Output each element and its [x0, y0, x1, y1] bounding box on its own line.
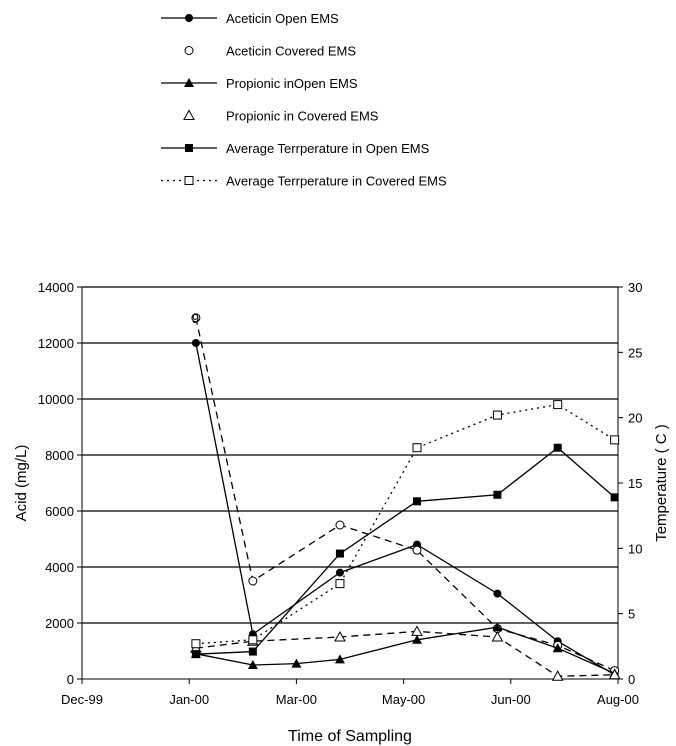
data-point [184, 176, 194, 185]
series-line [195, 317, 615, 672]
y-tick-label: 14000 [38, 280, 74, 295]
y2-tick-label: 30 [628, 280, 642, 295]
data-point [248, 576, 258, 586]
x-axis-label: Time of Sampling [288, 728, 412, 745]
data-point [184, 46, 194, 55]
data-point [191, 639, 201, 649]
y2-tick-label: 25 [628, 345, 642, 360]
legend-label: Aceticin Covered EMS [226, 44, 356, 59]
x-tick-label: Dec-99 [61, 692, 103, 707]
data-point [248, 635, 258, 645]
data-point [335, 568, 344, 577]
legend-label: Average Terrperature in Covered EMS [226, 174, 447, 189]
y-tick-label: 0 [67, 672, 74, 687]
data-point [184, 78, 194, 87]
data-point [335, 520, 345, 530]
legend-label: Propionic inOpen EMS [226, 76, 358, 91]
data-point [334, 630, 346, 642]
data-point [412, 545, 422, 555]
y-tick-label: 6000 [45, 504, 74, 519]
y-axis-label: Acid (mg/L) [13, 445, 30, 522]
gridlines [82, 286, 618, 624]
data-point [334, 654, 345, 664]
legend-label: Average Terrperature in Open EMS [226, 141, 430, 156]
data-point [551, 670, 564, 681]
y2-tick-label: 0 [628, 672, 635, 687]
data-point [335, 579, 345, 589]
legend-label: Aceticin Open EMS [226, 11, 339, 26]
y-tick-label: 12000 [38, 336, 74, 351]
data-point [413, 497, 421, 506]
y-tick-label: 8000 [45, 448, 74, 463]
x-tick-label: Aug-00 [597, 692, 639, 707]
data-point [247, 660, 258, 669]
x-tick-label: Jun-00 [491, 692, 531, 707]
data-point [608, 668, 621, 680]
data-point [335, 549, 344, 558]
y2-tick-label: 15 [628, 476, 642, 491]
x-tick-label: Mar-00 [276, 692, 317, 707]
series-line [195, 630, 615, 677]
y-tick-label: 4000 [45, 560, 74, 575]
series-layer [190, 313, 621, 681]
axes: 0 2000 4000 6000 8000 10000 12000 14000 0 5 10 15 20… [38, 280, 643, 707]
data-point [191, 313, 201, 323]
data-point [185, 144, 193, 152]
data-point [248, 647, 257, 656]
y-tick-label: 10000 [38, 392, 74, 407]
data-point [191, 650, 200, 659]
x-tick-label: May-00 [382, 692, 425, 707]
data-point [291, 658, 302, 668]
data-point [411, 625, 423, 636]
data-point [552, 643, 563, 653]
legend-label: Propionic in Covered EMS [226, 109, 379, 124]
y2-tick-label: 5 [628, 607, 635, 622]
data-point [493, 490, 502, 499]
data-point [185, 14, 193, 22]
data-point [553, 443, 562, 452]
data-point [493, 589, 502, 598]
data-point [610, 435, 620, 445]
x-tick-label: Jan-00 [169, 692, 209, 707]
y2-tick-label: 20 [628, 411, 642, 426]
annotation-label: 9 [192, 311, 199, 326]
series-line [195, 403, 615, 645]
data-point [610, 493, 619, 502]
data-point [412, 634, 422, 644]
y2-tick-label: 10 [628, 541, 642, 556]
data-point [491, 630, 504, 642]
data-point [492, 410, 502, 420]
legend: Aceticin Open EMS Aceticin Covered EMS Pro… [161, 11, 447, 189]
y2-axis-label: Temperature ( C ) [653, 424, 670, 542]
series-line [195, 626, 615, 674]
plot-area [81, 286, 619, 680]
data-point [191, 339, 200, 347]
data-point [492, 622, 503, 632]
data-point [183, 109, 195, 120]
data-point [412, 443, 422, 453]
data-point [553, 400, 563, 410]
y-tick-label: 2000 [45, 616, 74, 631]
